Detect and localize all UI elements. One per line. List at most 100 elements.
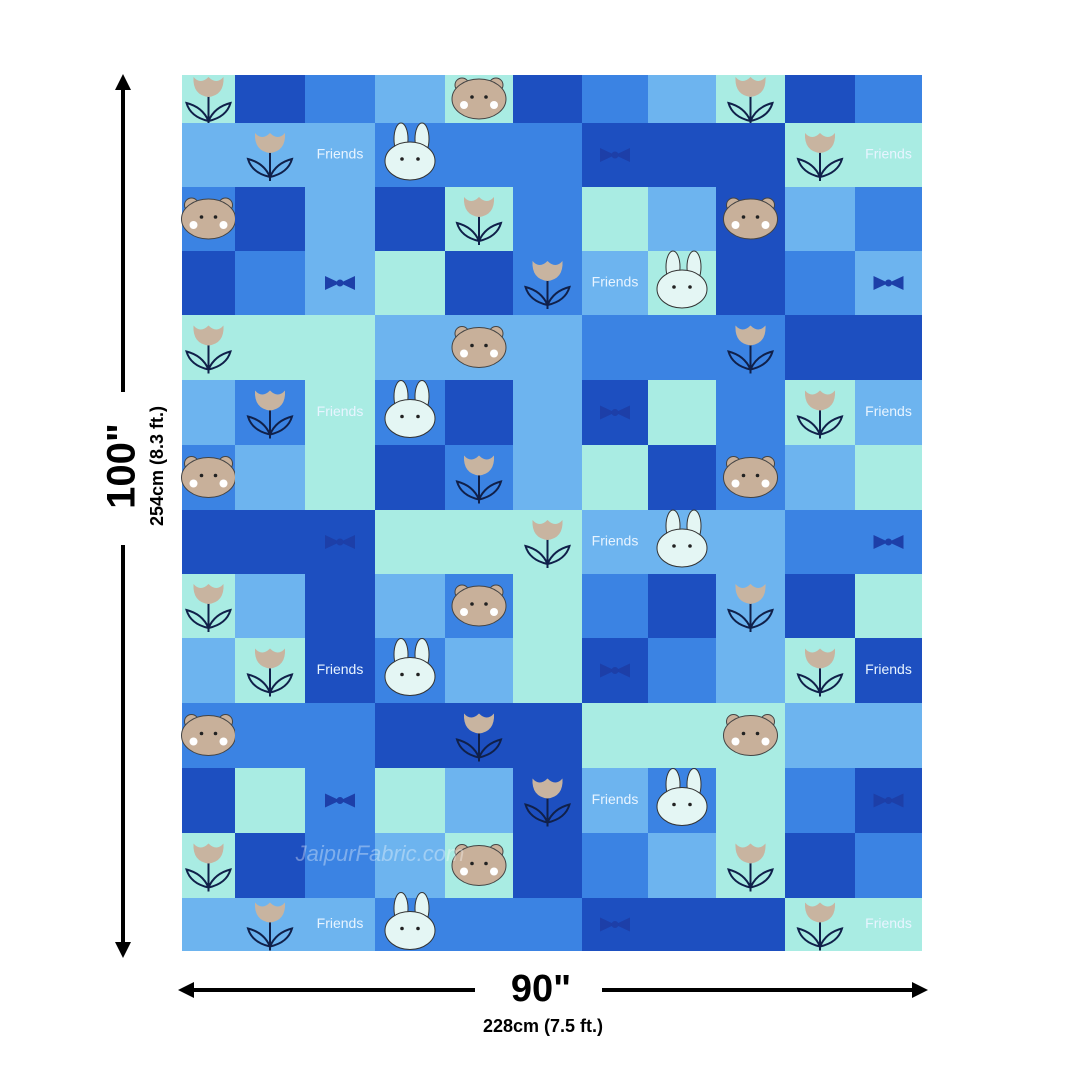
tulip [796,902,844,951]
stem [455,731,503,762]
cheek [731,737,740,746]
face [451,327,507,368]
stem [796,151,844,181]
eye [484,95,488,99]
eye [755,731,760,736]
fabric-square [513,638,582,703]
stem [455,473,503,504]
width-inches: 90" [511,968,571,1010]
fabric-square [648,445,716,510]
flower [804,902,836,923]
fabric-square [235,315,305,380]
stem [796,920,844,951]
text: Friends [865,146,912,162]
fabric-square [445,898,513,951]
fabric-square [648,703,716,768]
fabric-square [785,703,855,768]
fabric-square [582,833,648,898]
tulip [246,390,294,439]
fabric-square [513,123,582,187]
fabric-square [785,768,855,833]
fabric-square [513,75,582,123]
tulip [796,390,844,439]
fabric-square [785,251,855,315]
cheek [460,101,468,109]
stem [246,920,294,951]
bow [600,663,630,678]
fabric-square [648,380,716,445]
fabric-square [855,123,922,187]
stem [727,861,774,892]
fabric-square [305,703,375,768]
eye [755,215,760,219]
fabric-square [648,75,716,123]
fabric-square [785,315,855,380]
friends-text: Friends [317,403,364,419]
fabric-square [235,703,305,768]
fabric-square [235,833,305,898]
fabric-square [375,574,445,638]
tulip [727,325,774,374]
text: Friends [865,915,912,931]
fabric-square [305,445,375,510]
flower [735,325,766,346]
bow [873,793,904,808]
stem [524,279,571,309]
fabric-square [513,833,582,898]
stem [246,151,294,181]
cheek [490,349,498,358]
tulip [185,77,232,125]
fabric-square [582,251,648,315]
eye [672,802,676,807]
flower [804,133,836,153]
cheek [731,479,740,488]
tulip [246,133,294,181]
fabric-square [582,75,648,123]
fabric-square [513,315,582,380]
knot [336,279,344,287]
eye [199,473,204,478]
bedsheet: Friends Friends Friends Friends Friends Frien… [181,75,922,951]
flower [804,648,836,669]
tulip [455,713,503,762]
stem [727,602,774,632]
flower [735,77,766,97]
fabric-square [716,123,785,187]
fabric-square [375,445,445,510]
eye [688,285,692,289]
stem [727,95,774,125]
friends-text: Friends [317,661,364,677]
fabric-square [855,187,922,251]
fabric-square [785,510,855,574]
bunny [656,768,708,826]
eye [213,215,218,219]
fabric-square [785,445,855,510]
fabric-square [182,638,235,703]
fabric-square [716,898,785,951]
knot [611,151,619,159]
eye [741,473,746,478]
text: Friends [592,274,639,290]
eye [484,343,488,348]
fabric-square [375,187,445,251]
knot [885,279,892,287]
height-metric: 254cm (8.3 ft.) [147,406,167,526]
eye [741,731,746,736]
friends-text: Friends [317,146,364,162]
bow [325,535,355,549]
cheek [219,479,228,488]
fabric-square [582,768,648,833]
text: Friends [592,533,639,549]
fabric-square [648,187,716,251]
bear [181,714,236,756]
tulip [185,325,232,374]
knot [611,667,619,674]
fabric-square [235,187,305,251]
flower [193,325,224,346]
cheek [761,221,770,229]
knot [611,921,619,928]
text: Friends [317,146,364,162]
face [656,528,708,568]
fabric-square [445,638,513,703]
height-arrow [115,74,131,958]
